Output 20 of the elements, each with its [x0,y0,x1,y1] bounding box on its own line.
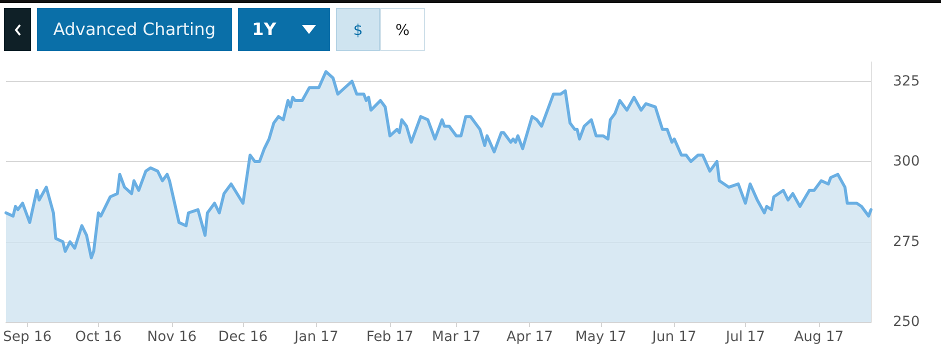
text: 1Y [252,20,276,40]
x-tick-label: Apr 17 [506,329,553,345]
y-tick-label: 325 [893,73,920,90]
y-tick-label: 250 [893,314,920,330]
x-tick-label: Jan 17 [294,329,338,345]
x-tick-label: Sep 16 [3,329,52,345]
text: Advanced Charting [37,8,232,51]
x-tick-label: May 17 [575,329,626,345]
y-tick-label: 300 [893,154,920,170]
x-tick-label: Oct 16 [75,329,122,345]
x-tick-label: Feb 17 [366,329,414,345]
x-tick-label: Nov 16 [147,329,197,345]
x-tick-label: Jun 17 [651,329,696,345]
text: % [380,8,425,51]
x-tick-label: Jul 17 [724,329,765,345]
x-tick-label: Mar 17 [432,329,481,345]
x-tick-label: Dec 16 [218,329,268,345]
x-tick-label: Aug 17 [794,329,844,345]
y-tick-label: 275 [893,234,920,250]
text: $ [336,8,380,51]
